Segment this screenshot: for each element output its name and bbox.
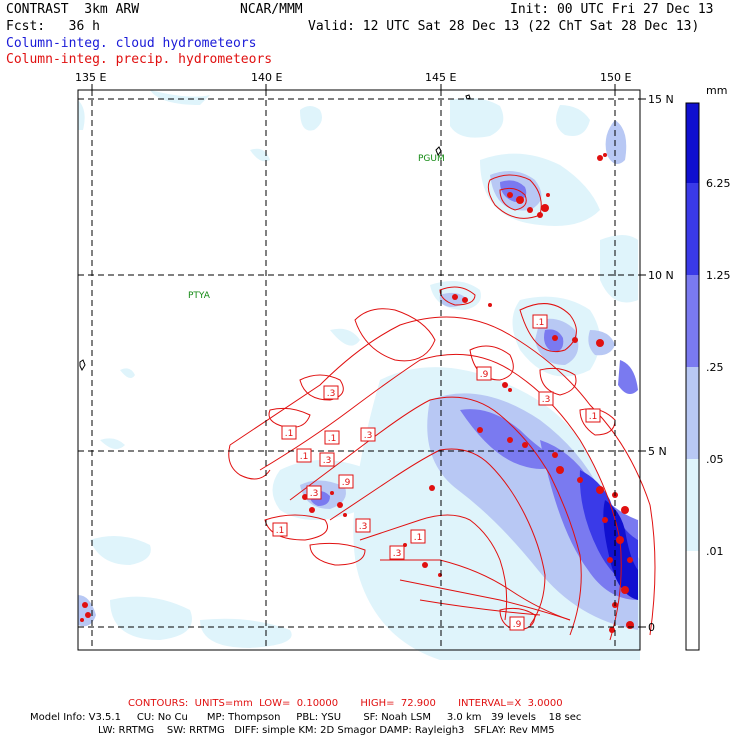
contour-label-box [509, 616, 525, 631]
contour-label: .1 [300, 452, 309, 462]
lat-label-10n: 10 N [648, 269, 674, 282]
lat-label-0: 0 [648, 621, 655, 634]
contour-label-box [272, 522, 288, 537]
colorbar-level-1_25: 1.25 [706, 269, 731, 282]
contour-label: .3 [310, 489, 319, 499]
colorbar-level-0_25: .25 [706, 361, 724, 374]
contour-label: .3 [327, 389, 336, 399]
graticule [78, 90, 640, 650]
colorbar-level-0_05: .05 [706, 453, 724, 466]
contour-label-box [296, 448, 312, 463]
contour-label-box [538, 391, 554, 406]
contour-info: CONTOURS: UNITS=mm LOW= 0.10000 HIGH= 72… [128, 698, 563, 709]
station-ptya: PTYA [188, 291, 211, 301]
contour-label-box [323, 385, 339, 400]
contour-label-box [281, 425, 297, 440]
contour-label: .3 [542, 395, 551, 405]
contour-label: .1 [414, 533, 423, 543]
colorbar-level-0_01: .01 [706, 545, 724, 558]
contour-label: .1 [589, 412, 598, 422]
field-precip-label: Column-integ. precip. hydrometeors [6, 52, 273, 67]
contour-label: .1 [328, 434, 337, 444]
contour-label-box [338, 474, 354, 489]
precip-cores [80, 153, 634, 633]
map-frame [77, 89, 641, 651]
organization: NCAR/MMM [240, 2, 303, 17]
model-info-line2: LW: RRTMG SW: RRTMG DIFF: simple KM: 2D … [98, 725, 555, 736]
color-bar: mm 6.25 1.25 .25 .05 .01 [685, 84, 731, 651]
contour-label-box [360, 427, 376, 442]
colorbar-seg-6 [686, 551, 699, 650]
model-info-line1: Model Info: V3.5.1 CU: No Cu MP: Thompso… [30, 712, 582, 723]
colorbar-seg-1 [686, 103, 699, 183]
lon-label-135: 135 E [75, 71, 106, 84]
contour-label-box [476, 366, 492, 381]
contour-label-box [532, 314, 548, 329]
forecast-hour: Fcst: 36 h [6, 19, 100, 34]
contour-label: .1 [276, 526, 285, 536]
colorbar-units: mm [706, 84, 727, 97]
init-time: Init: 00 UTC Fri 27 Dec 13 [510, 2, 714, 17]
contour-label-box [355, 518, 371, 533]
contour-label-box [324, 430, 340, 445]
colorbar-seg-5 [686, 459, 699, 551]
lat-label-15n: 15 N [648, 93, 674, 106]
colorbar-level-6_25: 6.25 [706, 177, 731, 190]
colorbar-seg-4 [686, 367, 699, 459]
coastlines [79, 94, 471, 372]
contour-label: .9 [342, 478, 351, 488]
contour-label-box [319, 452, 335, 467]
contour-label-box [306, 485, 322, 500]
contour-label: .1 [536, 318, 545, 328]
cloud-field [78, 90, 640, 660]
lon-label-140: 140 E [251, 71, 282, 84]
contour-label: .3 [393, 549, 402, 559]
contour-labels: .1 .3 .1 .1 .3 .1 .3 .9 .3 .1 .1 .3 .1 .9 .3 .3 .9 [272, 314, 601, 631]
colorbar-seg-3 [686, 275, 699, 367]
station-pgum: PGUM [418, 154, 445, 164]
model-name: CONTRAST 3km ARW [6, 2, 140, 17]
contour-label: .1 [285, 429, 294, 439]
contour-label: .9 [513, 620, 522, 630]
contour-label-box [585, 408, 601, 423]
contour-label-box [389, 545, 405, 560]
field-cloud-label: Column-integ. cloud hydrometeors [6, 36, 257, 51]
contour-label: .3 [364, 431, 373, 441]
colorbar-seg-2 [686, 183, 699, 275]
valid-time: Valid: 12 UTC Sat 28 Dec 13 (22 ChT Sat … [308, 19, 700, 34]
contour-label: .3 [323, 456, 332, 466]
lon-label-150: 150 E [600, 71, 631, 84]
contour-label: .3 [359, 522, 368, 532]
lat-label-5n: 5 N [648, 445, 667, 458]
contour-label-box [410, 529, 426, 544]
lon-label-145: 145 E [425, 71, 456, 84]
contour-label: .9 [480, 370, 489, 380]
